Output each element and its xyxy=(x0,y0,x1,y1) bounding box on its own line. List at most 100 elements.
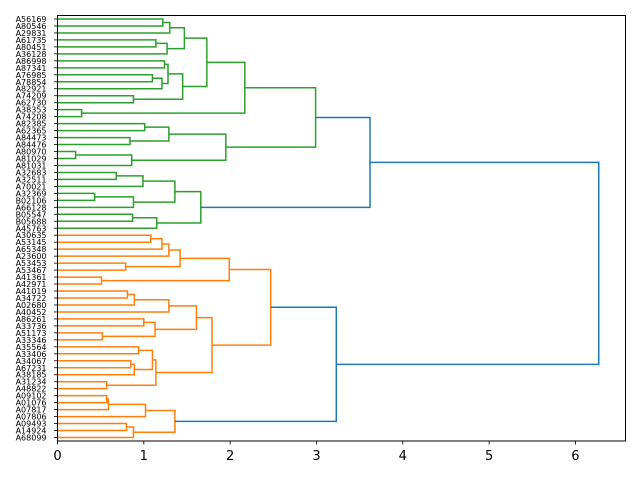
leaf-label: A35564 xyxy=(16,343,47,352)
dendrogram-link xyxy=(57,60,166,69)
leaf-label: A62730 xyxy=(16,99,47,108)
dendrogram-links xyxy=(57,18,600,439)
x-tick-label: 3 xyxy=(312,449,320,464)
dendrogram-link xyxy=(174,306,338,423)
dendrogram-link xyxy=(336,161,600,366)
leaf-label: A31234 xyxy=(16,378,47,387)
x-tick-label: 0 xyxy=(53,449,61,464)
leaf-label: A33406 xyxy=(16,350,47,359)
dendrogram-link xyxy=(57,363,136,376)
dendrogram-link xyxy=(57,422,128,432)
leaf-label: B05688 xyxy=(16,217,47,226)
leaf-label: A76985 xyxy=(16,71,47,80)
dendrogram-link xyxy=(131,133,227,161)
leaf-label: A80451 xyxy=(16,43,47,52)
leaf-label: A38185 xyxy=(16,371,47,380)
dendrogram-link xyxy=(57,175,144,188)
dendrogram-link xyxy=(57,108,83,118)
x-tick-label: 6 xyxy=(571,449,579,464)
dendrogram-link xyxy=(57,21,171,34)
leaf-label: A87341 xyxy=(16,64,47,73)
leaf-label: A36128 xyxy=(16,50,47,59)
dendrogram-link xyxy=(57,122,146,132)
dendrogram-link xyxy=(125,249,181,268)
dendrogram-link xyxy=(57,42,168,55)
dendrogram-link xyxy=(57,298,170,313)
dendrogram-link xyxy=(57,171,117,181)
dendrogram-link xyxy=(81,61,246,114)
dendrogram-link xyxy=(57,346,140,355)
leaf-label: A74209 xyxy=(16,92,47,101)
leaf-label: A86261 xyxy=(16,315,47,324)
dendrogram-link xyxy=(57,243,170,257)
leaf-label: A34067 xyxy=(16,357,47,366)
leaf-label: A53145 xyxy=(16,238,47,247)
dendrogram-link xyxy=(133,180,176,203)
dendrogram-link xyxy=(57,237,163,250)
dendrogram-link xyxy=(57,74,154,83)
leaf-label: A41361 xyxy=(16,273,47,282)
leaf-label: A01076 xyxy=(16,399,47,408)
leaf-label: A80546 xyxy=(16,22,47,31)
dendrogram-link xyxy=(57,426,135,439)
leaf-label: A40452 xyxy=(16,308,47,317)
leaf-label: A41019 xyxy=(16,287,47,296)
dendrogram-link xyxy=(102,321,156,338)
dendrogram-link xyxy=(155,316,213,374)
leaf-label: A45763 xyxy=(16,224,47,233)
leaf-label: A81029 xyxy=(16,154,47,163)
leaf-label: A86998 xyxy=(16,57,47,66)
leaf-label: A81031 xyxy=(16,161,47,170)
dendrogram-link xyxy=(57,360,132,369)
leaf-label: A78854 xyxy=(16,78,47,87)
leaf-label: A82921 xyxy=(16,85,47,94)
leaf-label: A09493 xyxy=(16,420,47,429)
dendrogram-link xyxy=(57,234,152,243)
dendrogram-link xyxy=(57,394,108,404)
dendrogram-link xyxy=(200,116,371,209)
dendrogram-link xyxy=(57,398,110,411)
dendrogram-link xyxy=(57,217,158,229)
dendrogram-link xyxy=(57,94,135,104)
leaf-label: A62365 xyxy=(16,127,47,136)
leaf-label: A82385 xyxy=(16,120,47,129)
dendrogram-link xyxy=(57,213,134,223)
x-tick-label: 5 xyxy=(485,449,493,464)
leaf-label: A68099 xyxy=(16,434,47,443)
leaf-label: A80970 xyxy=(16,148,47,157)
leaf-label: A66128 xyxy=(16,203,47,212)
leaf-label: A29831 xyxy=(16,29,47,38)
leaf-label: A32511 xyxy=(16,175,47,184)
dendrogram-link xyxy=(133,409,176,434)
x-tick-label: 2 xyxy=(226,449,234,464)
leaf-labels: A56169A80546A29831A61735A80451A36128A869… xyxy=(16,15,58,443)
leaf-label: A33736 xyxy=(16,322,47,331)
leaf-label: B05547 xyxy=(16,210,47,219)
leaf-label: B02106 xyxy=(16,196,47,205)
dendrogram-link xyxy=(130,126,170,142)
leaf-label: A53453 xyxy=(16,259,47,268)
x-axis-ticks: 0 1 2 3 4 5 6 xyxy=(53,441,580,464)
leaf-label: A48822 xyxy=(16,385,47,394)
leaf-label: A74208 xyxy=(16,113,47,122)
dendrogram-link xyxy=(57,77,163,90)
leaf-label: A33346 xyxy=(16,336,47,345)
leaf-label: A14924 xyxy=(16,427,47,436)
leaf-label: A61735 xyxy=(16,36,47,45)
leaf-label: A53467 xyxy=(16,266,47,275)
leaf-label: A30635 xyxy=(16,231,47,240)
leaf-label: A23600 xyxy=(16,252,47,261)
dendrogram-link xyxy=(57,380,108,390)
dendrogram-link xyxy=(57,150,77,160)
dendrogram-link xyxy=(156,190,202,224)
leaf-label: A07806 xyxy=(16,413,47,422)
x-tick-label: 1 xyxy=(140,449,148,464)
leaf-label: A38353 xyxy=(16,106,47,115)
leaf-label: A32369 xyxy=(16,189,47,198)
leaf-label: A42971 xyxy=(16,280,47,289)
x-tick-label: 4 xyxy=(399,449,407,464)
leaf-label: A02680 xyxy=(16,301,47,310)
dendrogram-link xyxy=(225,87,317,148)
leaf-label: A09102 xyxy=(16,392,47,401)
